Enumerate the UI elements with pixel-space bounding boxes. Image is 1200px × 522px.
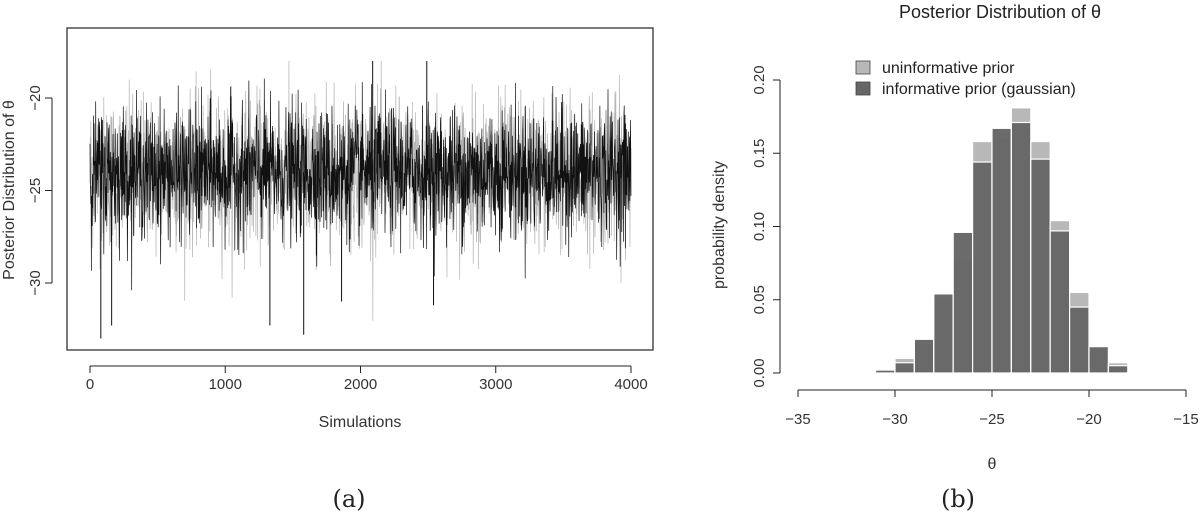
histogram-bar-informative [933,293,954,374]
histogram-y-tick-label: 0.10 [751,212,768,241]
histogram-x-axis-label: θ [988,456,997,473]
histogram-y-axis-label: probability density [711,161,728,289]
histogram-bar-informative [894,362,915,374]
trace-x-tick-label: 4000 [614,376,647,393]
histogram-bar-informative [913,338,935,374]
trace-x-tick-label: 3000 [479,376,512,393]
trace-x-axis-label: Simulations [319,414,402,431]
trace-line-black [89,78,632,291]
histogram-y-tick-label: 0.20 [751,65,768,94]
histogram-x-tick-label: −35 [785,411,810,428]
legend-label-uninformative: uninformative prior [882,60,1015,77]
histogram-panel: Posterior Distribution of θ −35 −30 −25 −20… [711,2,1199,473]
histogram-bar-informative [1088,346,1109,374]
histogram-y-tick-label: 0.00 [751,358,768,387]
histogram-axes: −35 −30 −25 −20 −15 0.00 0.05 0.10 0.15 0.20 [751,65,1199,428]
histogram-bar-informative [1068,306,1090,374]
trace-plot-frame [66,27,654,351]
histogram-x-tick-label: −30 [882,411,907,428]
trace-x-tick-label: 1000 [209,376,242,393]
legend-swatch-uninformative [855,60,871,75]
histogram-y-tick-label: 0.05 [751,285,768,314]
histogram-bars [855,107,1148,374]
trace-x-tick-label: 0 [86,376,94,393]
histogram-bar-informative [874,369,896,374]
trace-x-tick-label: 2000 [344,376,377,393]
legend-swatch-informative [855,81,871,96]
caption-b: (b) [941,485,975,513]
histogram-legend: uninformative prior informative prior (g… [855,60,1076,98]
trace-y-axis-label: Posterior Distribution of θ [1,100,18,280]
histogram-title: Posterior Distribution of θ [899,2,1101,22]
trace-plot-panel: 0 1000 2000 3000 4000 −20 −25 −30 Simulations P… [1,27,654,431]
trace-plot-axes: 0 1000 2000 3000 4000 −20 −25 −30 [27,85,648,393]
histogram-bar-informative [1049,230,1071,374]
histogram-bar-informative [1107,365,1129,374]
histogram-x-tick-label: −20 [1076,411,1101,428]
histogram-bar-informative [952,231,974,374]
caption-a: (a) [332,485,365,513]
trace-y-tick-label: −30 [27,270,44,295]
histogram-x-tick-label: −15 [1173,411,1198,428]
trace-y-tick-label: −20 [27,85,44,110]
histogram-x-tick-label: −25 [979,411,1004,428]
histogram-bar-informative [991,127,1012,374]
histogram-y-tick-label: 0.15 [751,139,768,168]
trace-series-layer [89,60,632,339]
histogram-bar-informative [971,161,993,374]
trace-y-tick-label: −25 [27,178,44,203]
histogram-bar-informative [1010,121,1032,374]
histogram-bar-informative [1030,158,1051,374]
legend-label-informative: informative prior (gaussian) [882,81,1076,98]
